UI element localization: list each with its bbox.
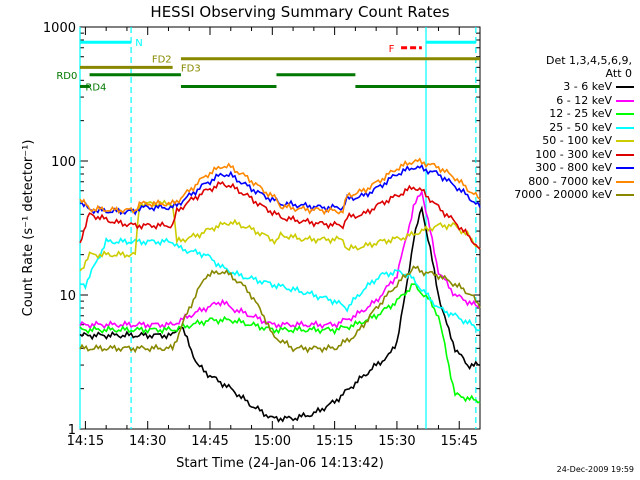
- series-line: [79, 189, 481, 330]
- series-line: [79, 282, 481, 404]
- series-line: [79, 181, 481, 250]
- x-axis-label: Start Time (24-Jan-06 14:13:42): [176, 456, 384, 471]
- state-bar-label: FD3: [181, 63, 201, 74]
- x-tick-label: 14:15: [67, 434, 104, 449]
- legend-swatch: [616, 167, 634, 169]
- series-line: [79, 163, 481, 216]
- x-tick-label: 15:30: [378, 434, 415, 449]
- legend-item: 800 - 7000 keV: [480, 175, 638, 188]
- x-tick-label: 14:45: [191, 434, 228, 449]
- series-line: [79, 205, 481, 423]
- series-lines: [79, 157, 481, 423]
- legend-swatch: [616, 99, 634, 102]
- legend-swatch: [616, 113, 634, 115]
- legend-item-label: 25 - 50 keV: [549, 120, 612, 134]
- series-line: [79, 265, 481, 354]
- y-tick-label: 100: [51, 155, 76, 170]
- legend-header-line: Det 1,3,4,5,6,9,: [545, 54, 632, 67]
- legend-item: 12 - 25 keV: [480, 107, 638, 120]
- series-line: [79, 157, 481, 216]
- legend-item: 50 - 100 keV: [480, 134, 638, 147]
- legend-item: 3 - 6 keV: [480, 80, 638, 93]
- legend-item-label: 50 - 100 keV: [542, 134, 612, 147]
- legend-item-label: 800 - 7000 keV: [528, 174, 612, 188]
- legend-item: 100 - 300 keV: [480, 148, 638, 161]
- state-bar-label: F: [389, 44, 395, 55]
- axis-ticks: 1 10 100 1000 14:15 14:30 14:45 15:00 15:15 15:30…: [43, 21, 481, 449]
- chart-title: HESSI Observing Summary Count Rates: [150, 3, 449, 21]
- legend-item-label: 7000 - 20000 keV: [514, 188, 612, 201]
- legend-item: 7000 - 20000 keV: [480, 188, 638, 201]
- legend-swatch: [616, 140, 634, 142]
- legend-swatch: [616, 180, 634, 183]
- legend-swatch: [616, 194, 634, 196]
- x-tick-label: 15:00: [254, 434, 291, 449]
- legend-item: 6 - 12 keV: [480, 94, 638, 107]
- state-bar-label: FD2: [152, 55, 172, 66]
- y-axis-label: Count Rate (s⁻¹ detector⁻¹): [21, 140, 36, 317]
- legend-item-label: 6 - 12 keV: [556, 93, 612, 107]
- legend-swatch: [616, 86, 634, 88]
- state-bars: N F FD2 FD3 RD0 RD4: [56, 38, 480, 93]
- legend-item: 25 - 50 keV: [480, 121, 638, 134]
- y-tick-label: 1000: [43, 21, 76, 36]
- legend-header-line: Att 0: [605, 67, 632, 80]
- legend-swatch: [616, 126, 634, 129]
- legend-item-label: 12 - 25 keV: [549, 107, 612, 120]
- state-bar-label: RD4: [85, 82, 106, 93]
- x-tick-label: 15:45: [440, 434, 477, 449]
- state-bar-label: N: [135, 38, 142, 49]
- legend-item-label: 100 - 300 keV: [535, 147, 612, 161]
- legend-item-label: 3 - 6 keV: [563, 80, 612, 93]
- legend-header: Det 1,3,4,5,6,9, Att 0: [546, 54, 632, 80]
- legend-item: 300 - 800 keV: [480, 161, 638, 174]
- legend-item-label: 300 - 800 keV: [535, 161, 612, 174]
- legend-swatch: [616, 153, 634, 156]
- x-tick-label: 14:30: [129, 434, 166, 449]
- y-tick-label: 1: [68, 423, 76, 438]
- series-line: [79, 236, 481, 332]
- x-tick-label: 15:15: [316, 434, 353, 449]
- state-bar-label: RD0: [56, 71, 77, 82]
- timestamp: 24-Dec-2009 19:59: [556, 465, 634, 474]
- y-tick-label: 10: [59, 289, 76, 304]
